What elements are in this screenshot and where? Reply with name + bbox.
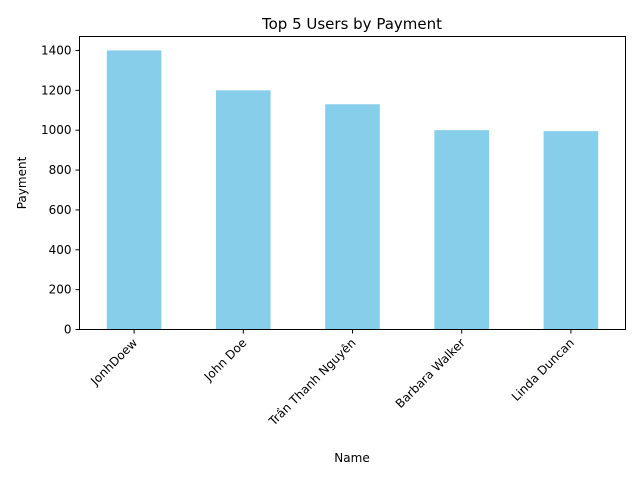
x-tick-label-5: Linda Duncan (509, 336, 577, 404)
bar-1 (106, 50, 162, 330)
bar-4 (434, 130, 489, 330)
x-axis: JonhDoew John Doe Trần Thanh Nguyên Barbara… (87, 329, 577, 429)
y-axis-label: Payment (15, 156, 29, 209)
bar-3 (325, 104, 380, 330)
x-tick-label-4: Barbara Walker (393, 336, 468, 411)
x-tick-label-2: John Doe (201, 336, 250, 385)
y-axis: 0 200 400 600 800 1000 1200 1400 (41, 43, 80, 337)
x-tick-label-3: Trần Thanh Nguyên (265, 336, 358, 429)
bars-group (106, 50, 599, 330)
y-tick-label-2: 400 (49, 243, 72, 257)
bar-2 (216, 90, 271, 330)
chart-title: Top 5 Users by Payment (261, 15, 442, 33)
y-tick-label-0: 0 (64, 323, 72, 337)
y-tick-label-6: 1200 (41, 83, 72, 97)
bar-5 (543, 131, 599, 330)
y-tick-label-3: 600 (49, 203, 72, 217)
y-tick-label-7: 1400 (41, 43, 72, 57)
y-tick-label-5: 1000 (41, 123, 72, 137)
y-tick-label-4: 800 (49, 163, 72, 177)
x-axis-label: Name (334, 451, 369, 465)
x-tick-label-1: JonhDoew (87, 336, 140, 389)
y-tick-label-1: 200 (49, 283, 72, 297)
